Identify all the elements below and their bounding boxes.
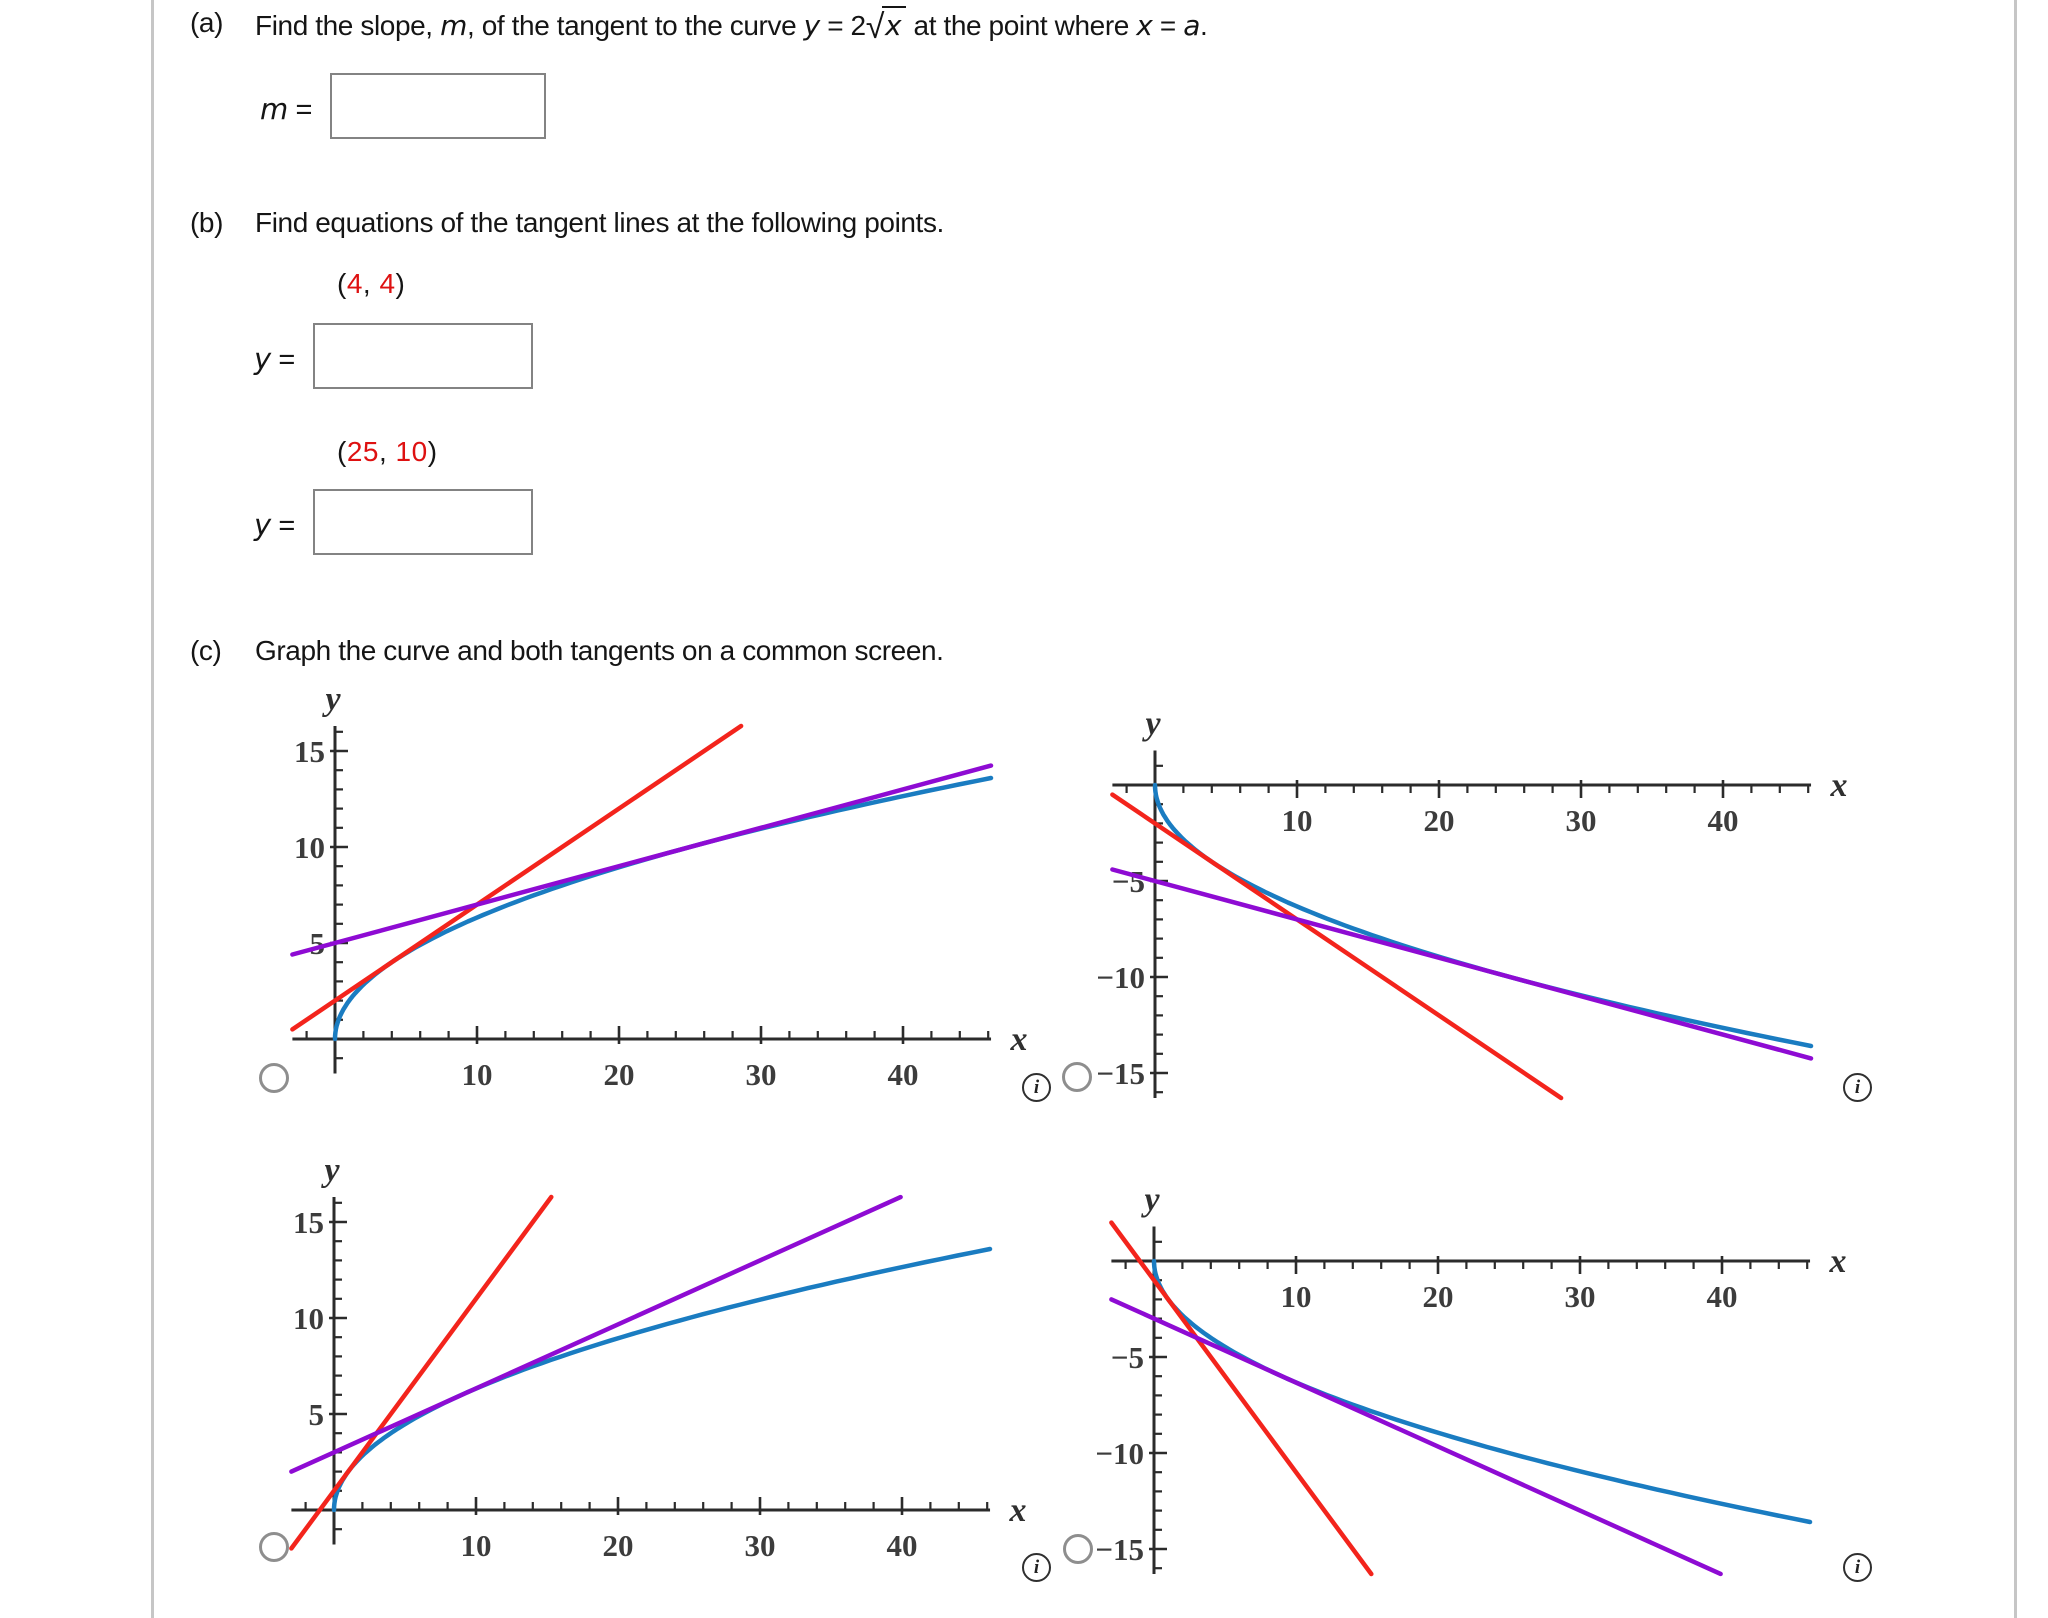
y-tick-label: −10	[1095, 1436, 1144, 1471]
part-c-text: Graph the curve and both tangents on a c…	[255, 635, 944, 666]
plot-option-d-bottom-right: 10 20 30 40 −5 −10 −15 y x	[1095, 1181, 1847, 1577]
part-b-marker: (b)	[190, 207, 224, 238]
x-tick-label: 30	[1566, 803, 1597, 838]
y-tick-label: 15	[293, 1205, 324, 1240]
x-tick-label: 30	[745, 1528, 776, 1563]
plot-option-c-bottom-left: 10 20 30 40 5 10 15 y x	[289, 1152, 1027, 1563]
x-tick-label: 20	[604, 1057, 635, 1092]
x-axis-title: x	[1829, 1243, 1847, 1280]
graph-option-a-radio[interactable]	[259, 1063, 289, 1093]
part-b-text: Find equations of the tangent lines at t…	[255, 207, 944, 238]
x-tick-label: 30	[746, 1057, 777, 1092]
x-axis-title: x	[1830, 767, 1848, 804]
tangent-purple	[290, 763, 994, 957]
y-tick-label: −15	[1095, 1532, 1144, 1567]
x-tick-label: 10	[1282, 803, 1313, 838]
part-c-marker: (c)	[190, 635, 222, 666]
x-tick-label: 40	[887, 1528, 918, 1563]
info-icon[interactable]: i	[1022, 1073, 1051, 1102]
y-tick-label: −15	[1096, 1056, 1145, 1091]
m-equals-label: m =	[260, 92, 313, 126]
y-axis-title: y	[1141, 705, 1161, 742]
curve-sqrt	[332, 775, 994, 1042]
x-tick-label: 20	[1423, 1279, 1454, 1314]
x-axis-title: x	[1010, 1021, 1028, 1058]
info-icon[interactable]: i	[1843, 1073, 1872, 1102]
part-a-text: Find the slope, m, of the tangent to the…	[255, 6, 1208, 46]
plot-option-a-top-left: 10 20 30 40 5 10 15 y x	[290, 681, 1028, 1092]
part-a-marker: (a)	[190, 7, 224, 38]
tangent-red	[289, 1194, 554, 1551]
tangent-red	[1109, 1220, 1374, 1577]
x-tick-label: 20	[1424, 803, 1455, 838]
tangent-purple	[1109, 1297, 1723, 1577]
x-tick-label: 10	[462, 1057, 493, 1092]
x-tick-label: 10	[461, 1528, 492, 1563]
content-right-border	[2014, 0, 2017, 1618]
x-axis-title: x	[1009, 1492, 1027, 1529]
curve-sqrt	[331, 1246, 993, 1513]
tangent-at-25-10-input[interactable]	[313, 489, 533, 555]
x-tick-label: 30	[1565, 1279, 1596, 1314]
tangent-purple	[1110, 867, 1814, 1061]
y-tick-label: −5	[1111, 1340, 1144, 1375]
x-tick-label: 40	[1708, 803, 1739, 838]
x-tick-label: 20	[603, 1528, 634, 1563]
x-tick-label: 40	[888, 1057, 919, 1092]
graph-option-c-radio[interactable]	[259, 1532, 289, 1562]
y1-equals-label: y =	[254, 342, 295, 376]
x-tick-label: 40	[1707, 1279, 1738, 1314]
part-a-row: (a) Find the slope, m, of the tangent to…	[190, 6, 1208, 46]
slope-m-input[interactable]	[330, 73, 546, 139]
y-tick-label: 15	[294, 734, 325, 769]
y-tick-label: 5	[309, 1397, 325, 1432]
y-tick-label: −10	[1096, 960, 1145, 995]
x-tick-label: 10	[1281, 1279, 1312, 1314]
sqrt-radical: √x	[866, 6, 907, 44]
y-axis-title: y	[321, 681, 341, 718]
info-icon[interactable]: i	[1022, 1553, 1051, 1582]
tangent-red	[1110, 792, 1564, 1101]
y-tick-label: 5	[310, 926, 326, 961]
info-icon[interactable]: i	[1843, 1553, 1872, 1582]
graph-option-d-radio[interactable]	[1063, 1534, 1093, 1564]
content-left-border	[151, 0, 154, 1618]
graph-option-b-radio[interactable]	[1062, 1062, 1092, 1092]
part-b-row: (b) Find equations of the tangent lines …	[190, 206, 944, 240]
point-1-label: (4, 4)	[337, 268, 406, 299]
y2-equals-label: y =	[254, 508, 295, 542]
tangent-purple	[289, 1194, 903, 1474]
y-axis-title: y	[320, 1152, 340, 1189]
tangent-red	[290, 723, 744, 1032]
y-tick-label: 10	[293, 1301, 324, 1336]
part-c-row: (c) Graph the curve and both tangents on…	[190, 634, 944, 668]
tangent-at-4-4-input[interactable]	[313, 323, 533, 389]
y-axis-title: y	[1140, 1181, 1160, 1218]
y-tick-label: 10	[294, 830, 325, 865]
point-2-label: (25, 10)	[337, 436, 438, 467]
